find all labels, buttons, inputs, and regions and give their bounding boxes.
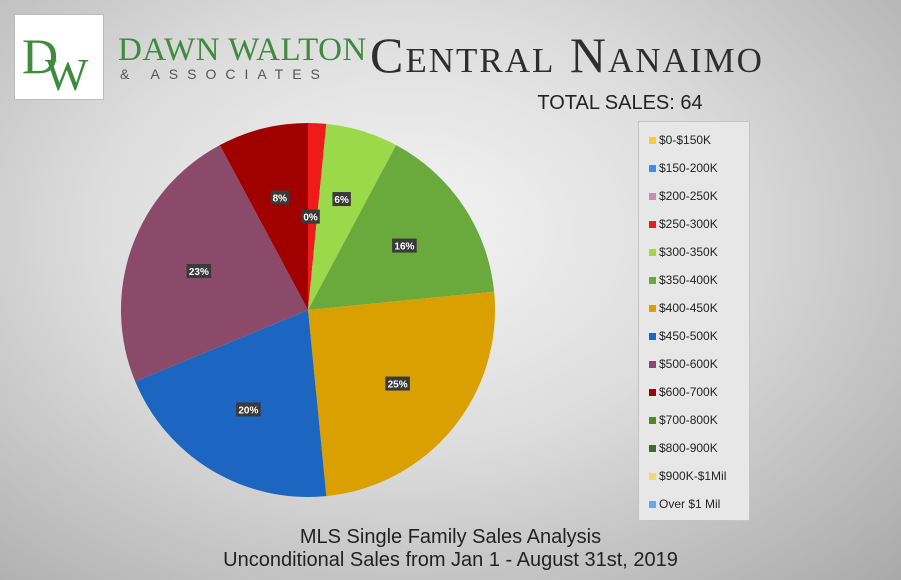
page-title: Central Nanaimo <box>370 27 764 83</box>
logo-monogram-w: W <box>45 49 89 99</box>
pie-data-label: 23% <box>186 263 212 278</box>
legend-swatch <box>649 472 656 480</box>
legend-label: $800-900K <box>659 441 718 455</box>
total-sales: TOTAL SALES: 64 <box>537 92 703 114</box>
legend-label: $150-200K <box>659 161 718 175</box>
legend-item: $800-900K <box>649 439 718 457</box>
legend-item: $250-300K <box>649 215 718 233</box>
pie-data-label: 25% <box>385 376 410 391</box>
pie-data-label: 6% <box>332 192 351 207</box>
footer-line-1: MLS Single Family Sales Analysis <box>299 526 602 548</box>
pie-data-label: 8% <box>270 190 290 205</box>
svg-text:23%: 23% <box>189 267 209 278</box>
legend-label: $900K-$1Mil <box>659 469 727 483</box>
legend-item: $500-600K <box>649 355 718 373</box>
legend-item: $300-350K <box>649 243 718 261</box>
legend-swatch <box>649 416 656 424</box>
svg-text:8%: 8% <box>273 194 288 205</box>
legend-item: $350-400K <box>649 271 718 289</box>
pie-slice <box>308 145 495 310</box>
legend-swatch <box>649 276 656 284</box>
svg-text:0%: 0% <box>303 213 318 224</box>
legend-item: $600-700K <box>649 383 718 401</box>
legend-swatch <box>649 304 656 312</box>
pie-slice <box>219 123 308 310</box>
legend-label: $450-500K <box>659 329 718 343</box>
legend-label: $350-400K <box>659 273 718 287</box>
pie-data-label: 16% <box>392 238 417 253</box>
legend-label: $250-300K <box>659 217 718 231</box>
legend-swatch <box>649 444 656 452</box>
legend-swatch <box>649 192 656 200</box>
pie-slice <box>135 310 327 498</box>
pie-slices <box>120 123 495 498</box>
legend-label: Over $1 Mil <box>659 497 721 511</box>
pie-labels: 0% 6% 16% 25% 20% 23% 8% <box>186 190 417 417</box>
brand-subtitle: & ASSOCIATES <box>120 66 329 82</box>
chart-legend: $0-$150K $150-200K $200-250K $250-300K $300-… <box>638 121 750 521</box>
pie-data-label: 20% <box>236 402 261 417</box>
legend-item: $200-250K <box>649 187 718 205</box>
legend-label: $0-$150K <box>659 133 712 147</box>
legend-swatch <box>649 500 656 508</box>
legend-label: $600-700K <box>659 385 718 399</box>
brand-name: DAWN WALTON <box>118 32 367 68</box>
pie-slice <box>308 291 495 497</box>
legend-item: $0-$150K <box>649 131 711 149</box>
legend-label: $300-350K <box>659 245 718 259</box>
legend-label: $700-800K <box>659 413 718 427</box>
legend-label: $500-600K <box>659 357 718 371</box>
pie-data-label: 0% <box>301 209 320 224</box>
legend-item: $150-200K <box>649 159 718 177</box>
svg-text:16%: 16% <box>394 242 414 253</box>
legend-item: $400-450K <box>649 299 718 317</box>
svg-text:25%: 25% <box>388 380 408 391</box>
footer-line-2: Unconditional Sales from Jan 1 - August … <box>223 549 678 571</box>
legend-swatch <box>649 360 656 368</box>
legend-label: $200-250K <box>659 189 718 203</box>
legend-item: $700-800K <box>649 411 718 429</box>
legend-swatch <box>649 388 656 396</box>
legend-item: $450-500K <box>649 327 718 345</box>
legend-item: $900K-$1Mil <box>649 467 726 485</box>
svg-text:6%: 6% <box>334 195 349 206</box>
legend-label: $400-450K <box>659 301 718 315</box>
pie-slice <box>120 145 309 382</box>
legend-swatch <box>649 220 656 228</box>
logo-monogram-d: D <box>22 28 58 84</box>
logo-badge: D W <box>14 14 104 100</box>
legend-swatch <box>649 164 656 172</box>
legend-item: Over $1 Mil <box>649 495 720 513</box>
svg-text:20%: 20% <box>238 405 258 416</box>
legend-swatch <box>649 136 656 144</box>
pie-slice <box>308 123 397 311</box>
legend-swatch <box>649 332 656 340</box>
legend-swatch <box>649 248 656 256</box>
